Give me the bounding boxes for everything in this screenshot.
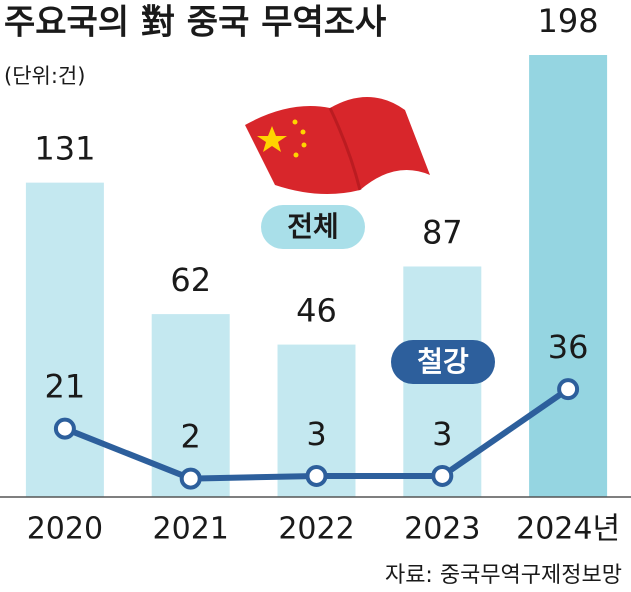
flag-star <box>293 152 299 158</box>
chart-title: 주요국의 對 중국 무역조사 <box>4 3 386 43</box>
bar <box>25 182 104 497</box>
bar-value-label: 87 <box>422 213 463 251</box>
line-marker <box>305 464 328 487</box>
line-marker <box>53 417 76 440</box>
flag-fold <box>328 107 362 191</box>
line-marker <box>179 467 202 490</box>
bar <box>529 55 608 497</box>
line-value-label: 36 <box>548 328 589 366</box>
bar-value-label: 131 <box>34 130 95 168</box>
legend-pill <box>261 205 365 249</box>
x-tick-label: 2023 <box>404 512 480 547</box>
x-tick-label: 2024년 <box>516 512 620 547</box>
line-value-label: 21 <box>45 368 86 406</box>
flag-star <box>301 142 307 148</box>
bar-value-label: 62 <box>170 261 211 299</box>
x-tick-label: 2021 <box>153 512 229 547</box>
bar-value-label: 198 <box>538 2 599 40</box>
line-marker <box>557 378 580 401</box>
legend-pill <box>391 340 495 384</box>
flag-illustration <box>245 96 430 194</box>
source-note: 자료: 중국무역구제정보망 <box>385 563 622 588</box>
line-value-label: 3 <box>306 415 326 453</box>
line-value-label: 2 <box>181 418 201 456</box>
flag-star <box>257 126 287 152</box>
flag-star <box>300 129 306 135</box>
legend-item: 철강 <box>391 340 495 384</box>
line-marker <box>431 464 454 487</box>
legend-label: 전체 <box>287 210 339 243</box>
bar-value-label: 46 <box>296 292 337 330</box>
flag <box>245 96 430 194</box>
x-tick-label: 2022 <box>278 512 354 547</box>
chart-subtitle: (단위:건) <box>4 64 85 88</box>
line-value-label: 3 <box>432 415 452 453</box>
flag-star <box>292 119 298 125</box>
x-tick-label: 2020 <box>27 512 103 547</box>
legend-item: 전체 <box>261 205 365 249</box>
legend-label: 철강 <box>417 345 469 378</box>
